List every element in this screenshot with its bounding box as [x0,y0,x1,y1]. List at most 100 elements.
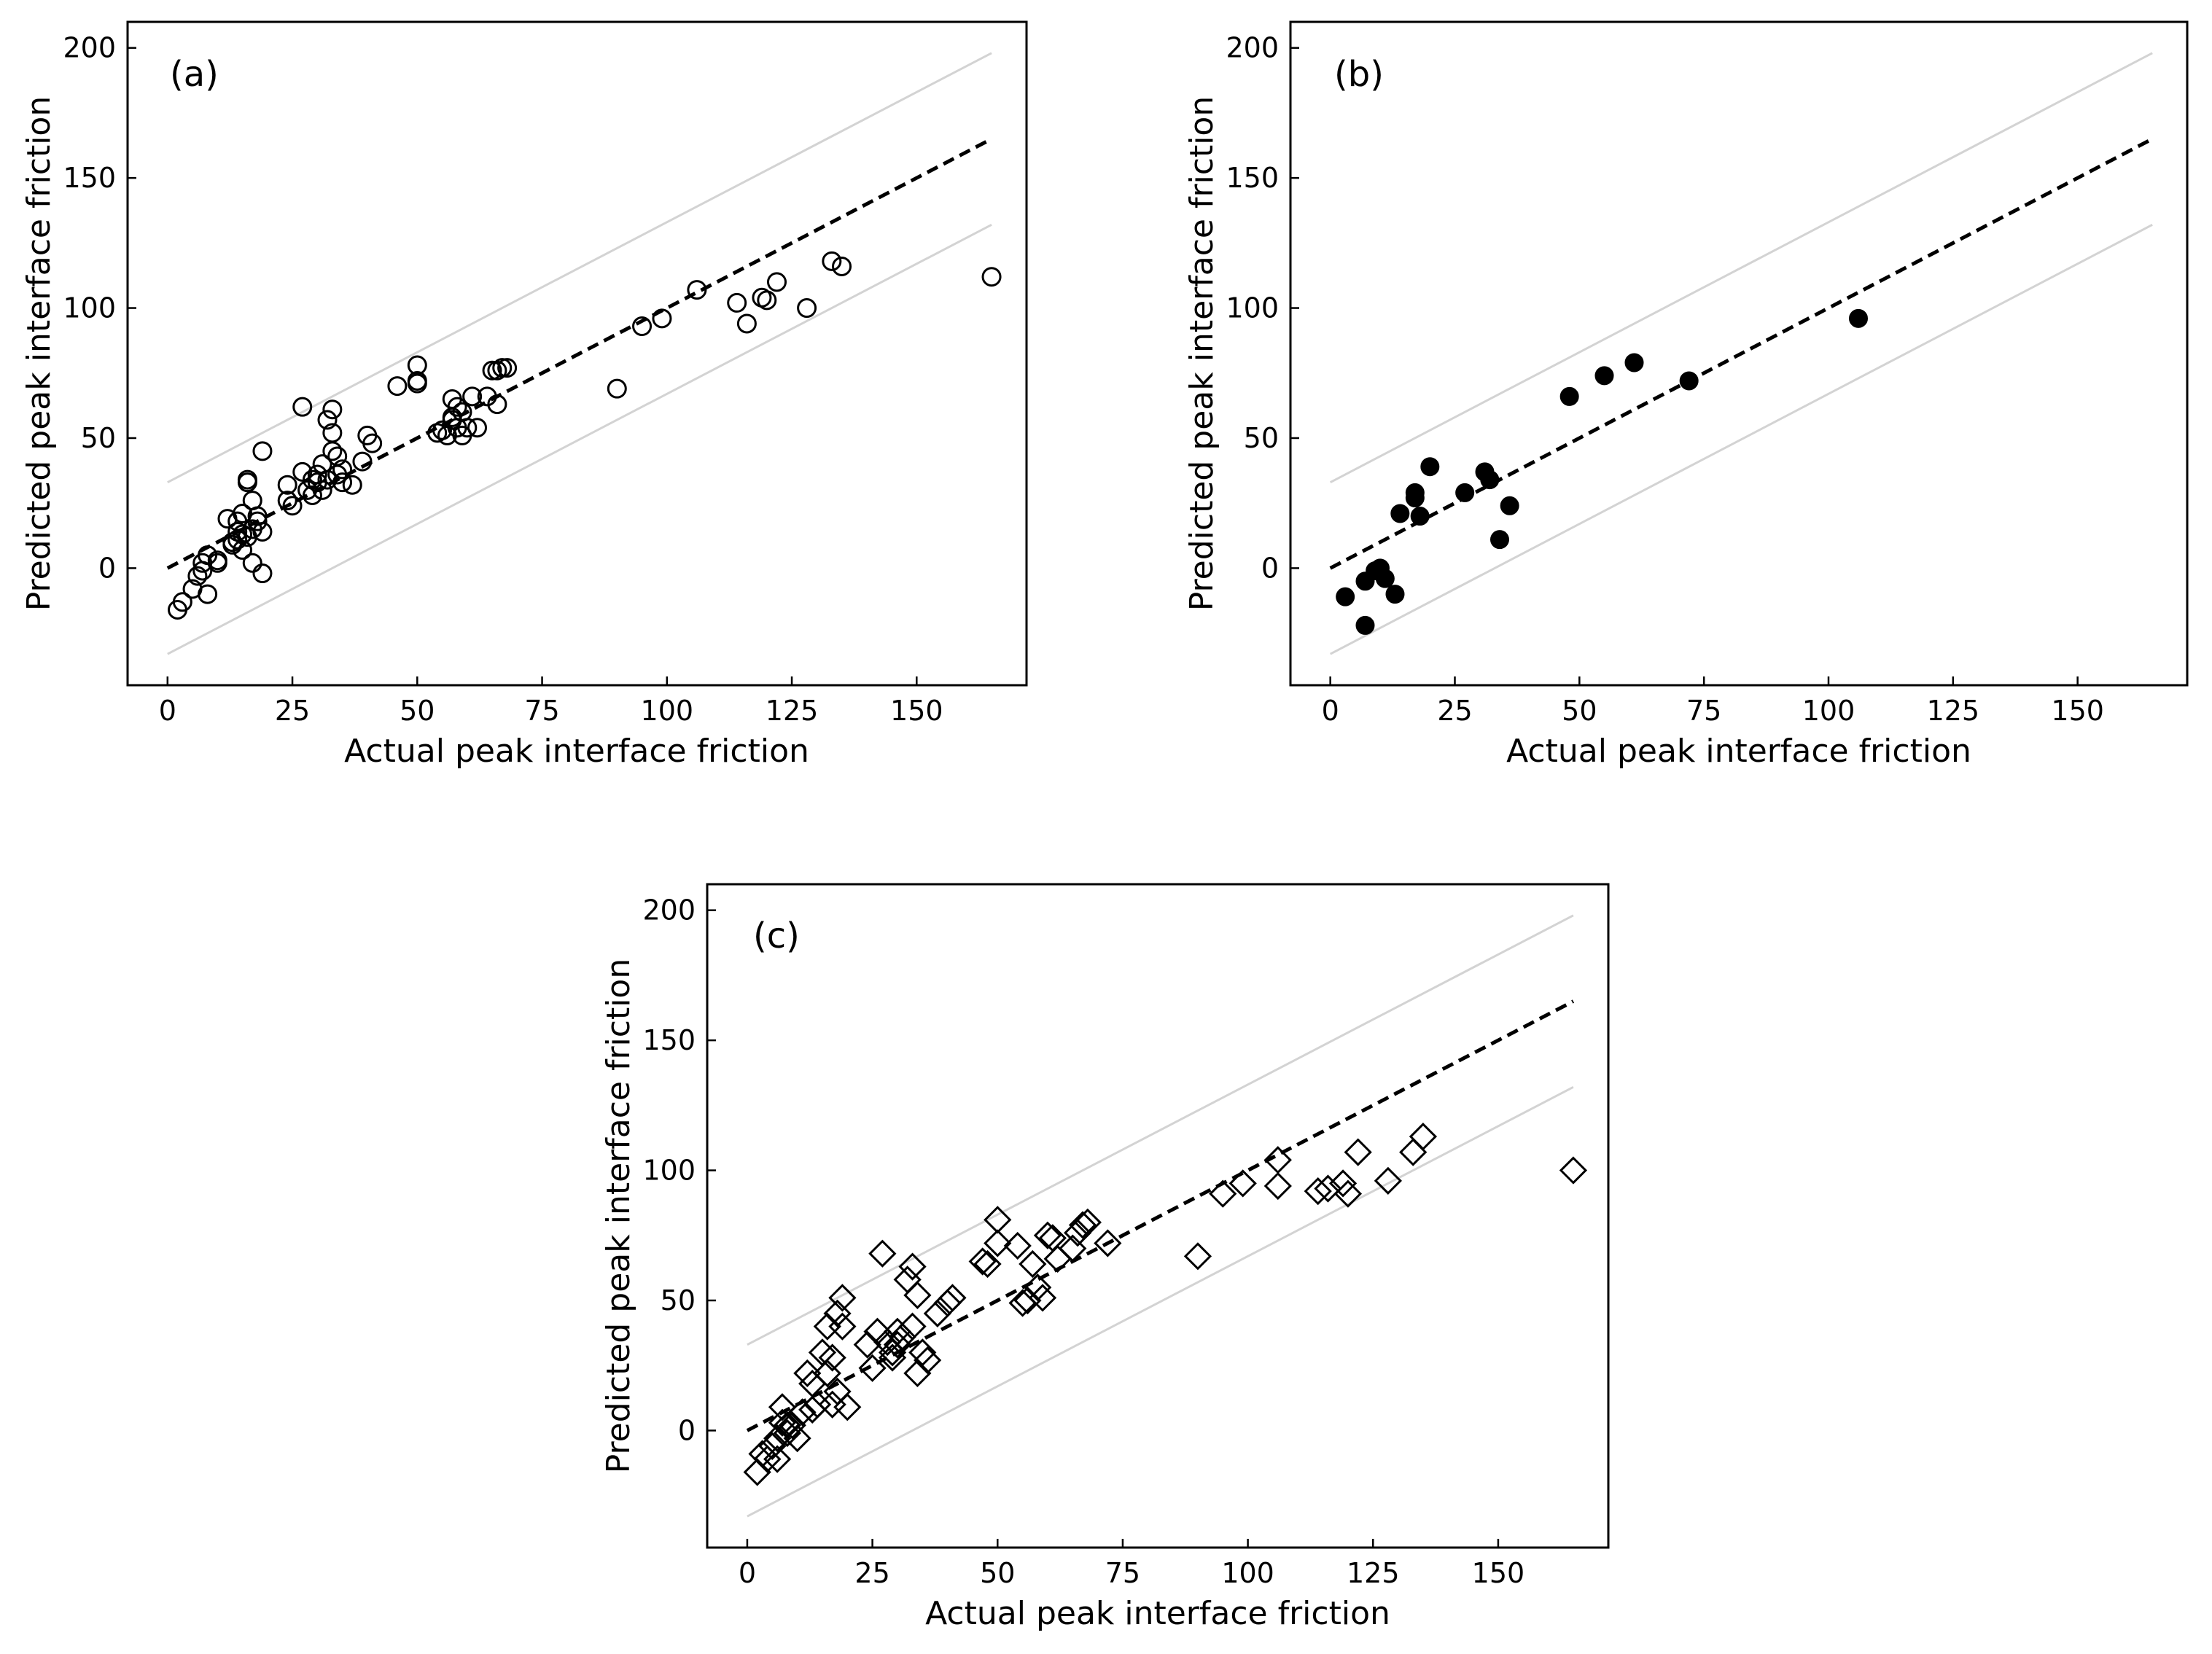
data-point [362,433,383,453]
data-point [233,539,253,560]
data-point [252,521,273,542]
data-point [898,1252,927,1281]
data-point [768,1393,797,1421]
x-axis-label: Actual peak interface friction [1506,733,1971,770]
data-point [1094,1229,1122,1257]
data-point [773,1411,801,1440]
y-tick-label: 150 [642,1024,696,1056]
data-point [1336,587,1355,606]
y-tick-label: 0 [678,1414,696,1446]
y-tick-label: 100 [63,292,116,324]
data-point [407,355,427,375]
data-point [277,475,297,495]
data-point [237,469,257,490]
data-point [252,441,273,461]
data-point [973,1249,1002,1279]
reference-line-bound-1 [167,52,992,483]
data-point [981,267,1002,287]
data-point [1024,1273,1052,1302]
data-point [687,280,707,300]
data-point [1420,457,1440,477]
x-axis-label: Actual peak interface friction [925,1595,1390,1632]
data-point [1209,1179,1237,1208]
data-point [467,418,487,438]
plot-frame [126,20,1028,687]
data-point [1344,1138,1372,1166]
data-point [873,1327,902,1357]
y-tick-label: 200 [63,32,116,64]
y-tick-label: 50 [81,422,116,454]
reference-line-bound-2 [1329,224,2153,655]
reference-line-bound-2 [747,1086,1574,1518]
data-point [247,511,268,531]
data-point [198,584,218,604]
data-point [1455,483,1475,502]
data-point [763,1424,792,1453]
data-point [778,1411,806,1440]
data-point [652,308,672,329]
x-tick-label: 100 [1802,695,1855,727]
data-point [252,563,273,584]
data-point [898,1312,927,1341]
data-point [1409,1123,1438,1151]
data-point [1073,1208,1102,1237]
data-point [1679,371,1699,391]
data-point [858,1354,887,1382]
x-tick-label: 125 [1927,695,1980,727]
data-point [828,1284,857,1312]
data-point [292,397,313,417]
x-tick-label: 75 [524,695,559,727]
data-point [282,496,303,516]
data-point [1559,386,1579,406]
data-point [332,459,353,480]
data-point [387,376,408,397]
data-point [736,313,757,334]
data-point [407,370,427,391]
data-point [783,1424,811,1453]
data-point [492,358,513,378]
data-point [984,1229,1012,1257]
reference-line-bound-1 [747,914,1574,1346]
data-point [833,1393,862,1421]
data-point [818,1343,846,1372]
data-point [312,480,332,500]
data-point [914,1346,942,1375]
y-tick-label: 200 [642,894,696,927]
data-point [1328,1169,1358,1198]
x-tick-label: 100 [641,695,694,727]
x-tick-label: 0 [739,1557,756,1589]
reference-line-bound-1 [1329,52,2153,483]
data-point [207,550,227,571]
data-point [828,1312,857,1341]
data-point [1624,353,1644,372]
x-tick-label: 150 [1472,1557,1525,1589]
y-axis-label: Predicted peak interface friction [20,96,58,611]
data-point [1480,470,1500,490]
x-tick-label: 150 [2051,695,2104,727]
data-point [1263,1171,1292,1201]
data-point [793,1359,822,1388]
data-point [727,292,747,313]
data-point [832,256,852,276]
data-point [968,1247,997,1276]
data-point [1003,1231,1032,1260]
data-point [908,1338,937,1367]
data-point [1059,1234,1087,1263]
data-point [242,553,262,573]
x-tick-label: 50 [980,1557,1015,1589]
reference-line-1to1 [166,137,993,570]
reference-line-1to1 [746,999,1575,1432]
data-point [462,386,483,407]
data-point [1013,1286,1042,1315]
data-point [432,420,453,440]
data-point [1559,1156,1588,1185]
data-point [1304,1177,1332,1206]
data-point [813,1359,841,1388]
data-point [632,316,653,337]
y-tick-label: 200 [1226,32,1279,64]
data-point [607,378,627,399]
reference-line-bound-2 [167,224,992,655]
data-point [797,298,817,319]
data-point [342,475,362,495]
x-tick-label: 125 [1347,1557,1400,1589]
